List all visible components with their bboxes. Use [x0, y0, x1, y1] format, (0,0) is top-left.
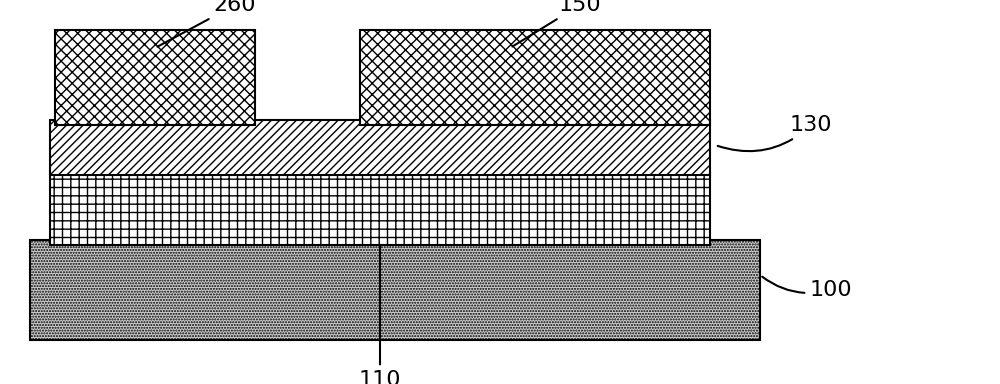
Text: 260: 260	[157, 0, 256, 47]
Bar	[50, 120, 710, 175]
Text: 130: 130	[718, 115, 832, 151]
Bar	[360, 30, 710, 125]
Bar	[30, 240, 760, 340]
Bar	[55, 30, 255, 125]
Bar	[50, 170, 710, 245]
Text: 100: 100	[762, 277, 853, 300]
Text: 150: 150	[512, 0, 601, 46]
Text: 110: 110	[359, 245, 401, 384]
